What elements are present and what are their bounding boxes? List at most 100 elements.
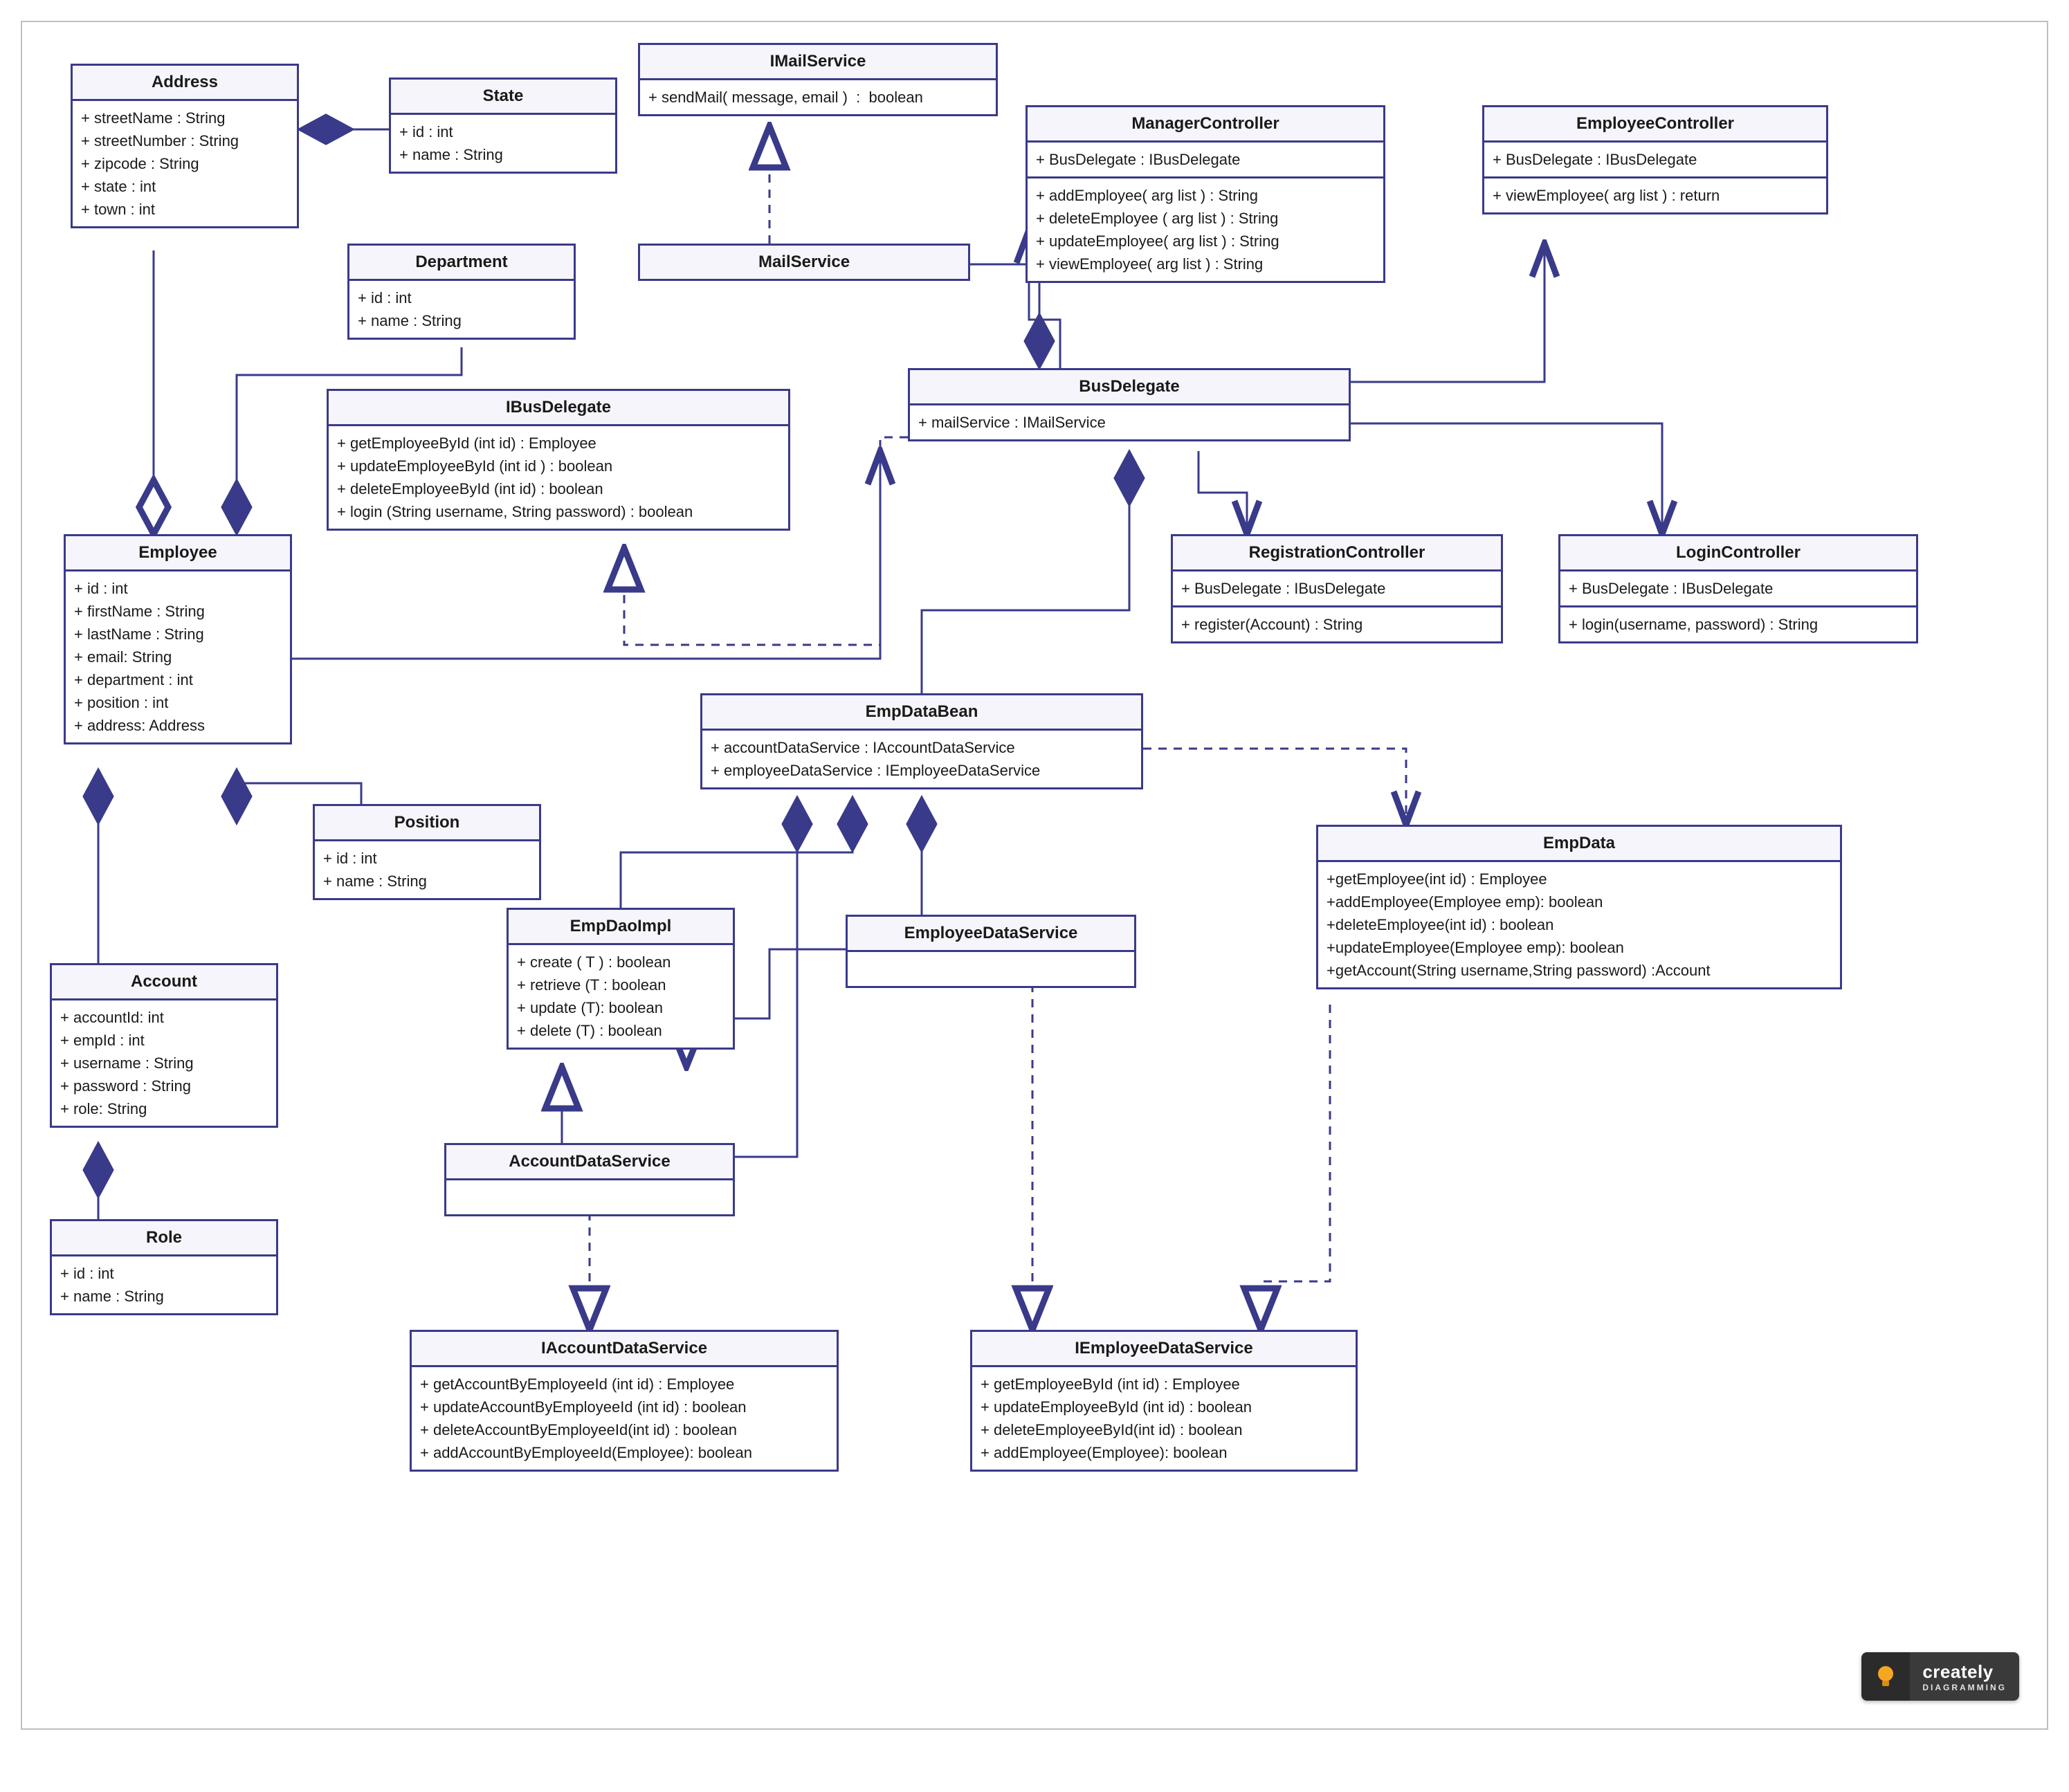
class-title: IMailService bbox=[640, 45, 996, 80]
class-member: + getAccountByEmployeeId (int id) : Empl… bbox=[420, 1373, 828, 1396]
class-member: + streetName : String bbox=[81, 107, 289, 129]
class-member: + login(username, password) : String bbox=[1569, 613, 1908, 636]
class-member: + updateEmployeeById (int id ) : boolean bbox=[337, 455, 780, 477]
class-busdelegate: BusDelegate + mailService : IMailService bbox=[908, 368, 1351, 441]
class-member: +addEmployee(Employee emp): boolean bbox=[1327, 890, 1832, 913]
class-member: + viewEmployee( arg list ) : return bbox=[1493, 184, 1818, 207]
class-member: + updateEmployeeById (int id) : boolean bbox=[981, 1396, 1347, 1418]
class-title: AccountDataService bbox=[446, 1145, 733, 1180]
class-section: +getEmployee(int id) : Employee+addEmplo… bbox=[1318, 862, 1840, 987]
class-member: + name : String bbox=[399, 143, 607, 166]
class-member: + accountDataService : IAccountDataServi… bbox=[711, 736, 1133, 759]
class-section: + getAccountByEmployeeId (int id) : Empl… bbox=[412, 1367, 837, 1470]
class-section bbox=[446, 1180, 733, 1214]
class-member: + sendMail( message, email ) : boolean bbox=[648, 86, 987, 109]
creately-logo: creately DIAGRAMMING bbox=[1861, 1652, 2019, 1701]
class-member: + addAccountByEmployeeId(Employee): bool… bbox=[420, 1441, 828, 1464]
class-section: + id : int+ name : String bbox=[315, 841, 539, 898]
class-member: + employeeDataService : IEmployeeDataSer… bbox=[711, 759, 1133, 782]
class-section: + id : int+ name : String bbox=[349, 281, 574, 338]
class-section: + getEmployeeById (int id) : Employee+ u… bbox=[972, 1367, 1356, 1470]
edge-composition bbox=[735, 797, 853, 1157]
class-title: EmployeeController bbox=[1484, 107, 1826, 143]
class-title: IEmployeeDataService bbox=[972, 1332, 1356, 1367]
class-member: + state : int bbox=[81, 175, 289, 198]
class-member bbox=[455, 1186, 724, 1209]
class-member: + deleteEmployeeById(int id) : boolean bbox=[981, 1418, 1347, 1441]
class-section: + sendMail( message, email ) : boolean bbox=[640, 80, 996, 114]
class-member: + id : int bbox=[399, 120, 607, 143]
class-section: + register(Account) : String bbox=[1173, 607, 1501, 641]
class-address: Address+ streetName : String+ streetNumb… bbox=[71, 64, 299, 228]
class-member: + getEmployeeById (int id) : Employee bbox=[337, 432, 780, 455]
class-section: + streetName : String+ streetNumber : St… bbox=[73, 101, 297, 226]
class-section: + BusDelegate : IBusDelegate bbox=[1028, 143, 1383, 179]
class-role: Role+ id : int+ name : String bbox=[50, 1219, 278, 1315]
class-ibusdelegate: IBusDelegate+ getEmployeeById (int id) :… bbox=[327, 389, 790, 531]
class-member: +deleteEmployee(int id) : boolean bbox=[1327, 913, 1832, 936]
class-employee: Employee+ id : int+ firstName : String+ … bbox=[64, 534, 292, 744]
class-member: + zipcode : String bbox=[81, 152, 289, 175]
class-section: + addEmployee( arg list ) : String+ dele… bbox=[1028, 179, 1383, 281]
class-member: + id : int bbox=[323, 847, 531, 870]
class-section: + mailService : IMailService bbox=[910, 405, 1349, 439]
class-member: + town : int bbox=[81, 198, 289, 221]
class-member: + register(Account) : String bbox=[1181, 613, 1493, 636]
class-member: + deleteAccountByEmployeeId(int id) : bo… bbox=[420, 1418, 828, 1441]
class-member: + BusDelegate : IBusDelegate bbox=[1036, 148, 1375, 171]
class-section: + BusDelegate : IBusDelegate bbox=[1484, 143, 1826, 179]
class-member: + name : String bbox=[323, 870, 531, 893]
class-position: Position+ id : int+ name : String bbox=[313, 804, 541, 900]
logo-text: creately bbox=[1922, 1661, 2007, 1683]
class-member: + update (T): boolean bbox=[517, 996, 724, 1019]
edge-assoc bbox=[1351, 423, 1662, 534]
class-member: + mailService : IMailService bbox=[918, 411, 1340, 434]
class-mailservice: MailService bbox=[638, 244, 970, 281]
class-section: + viewEmployee( arg list ) : return bbox=[1484, 179, 1826, 212]
class-member: + username : String bbox=[60, 1052, 268, 1075]
class-title: Position bbox=[315, 806, 539, 841]
class-accountdataservice: AccountDataService bbox=[444, 1143, 735, 1216]
class-section: + getEmployeeById (int id) : Employee+ u… bbox=[329, 426, 788, 529]
edge-composition bbox=[237, 769, 361, 804]
class-member: + id : int bbox=[60, 1262, 268, 1285]
class-member: + create ( T ) : boolean bbox=[517, 951, 724, 973]
class-member: + empId : int bbox=[60, 1029, 268, 1052]
class-title: RegistrationController bbox=[1173, 536, 1501, 572]
logo-bulb-icon bbox=[1861, 1652, 1910, 1701]
class-section: + accountId: int+ empId : int+ username … bbox=[52, 1000, 276, 1126]
class-iemployeedataservice: IEmployeeDataService+ getEmployeeById (i… bbox=[970, 1330, 1358, 1472]
class-member: + password : String bbox=[60, 1075, 268, 1097]
class-title: IAccountDataService bbox=[412, 1332, 837, 1367]
class-member: + role: String bbox=[60, 1097, 268, 1120]
class-section: + id : int+ firstName : String+ lastName… bbox=[66, 572, 290, 742]
edge-realization bbox=[1261, 1005, 1330, 1330]
class-member: +getEmployee(int id) : Employee bbox=[1327, 868, 1832, 890]
class-section: + id : int+ name : String bbox=[52, 1256, 276, 1313]
class-title: BusDelegate bbox=[910, 370, 1349, 405]
class-section: + create ( T ) : boolean+ retrieve (T : … bbox=[509, 945, 733, 1048]
class-member: + getEmployeeById (int id) : Employee bbox=[981, 1373, 1347, 1396]
class-logincontroller: LoginController+ BusDelegate : IBusDeleg… bbox=[1558, 534, 1918, 643]
class-title: Address bbox=[73, 66, 297, 101]
class-title: ManagerController bbox=[1028, 107, 1383, 143]
class-title: Account bbox=[52, 965, 276, 1000]
edge-dep bbox=[1143, 749, 1406, 825]
edge-composition bbox=[922, 451, 1129, 693]
edge-composition bbox=[621, 797, 797, 908]
class-member: + id : int bbox=[74, 577, 282, 600]
class-member: + retrieve (T : boolean bbox=[517, 973, 724, 996]
class-member: + name : String bbox=[60, 1285, 268, 1308]
class-member: +getAccount(String username,String passw… bbox=[1327, 959, 1832, 982]
class-member: + streetNumber : String bbox=[81, 129, 289, 152]
class-member: + BusDelegate : IBusDelegate bbox=[1181, 577, 1493, 600]
class-department: Department+ id : int+ name : String bbox=[347, 244, 576, 340]
class-title: Employee bbox=[66, 536, 290, 572]
edge-assoc bbox=[1198, 451, 1247, 534]
class-member: + deleteEmployeeById (int id) : boolean bbox=[337, 477, 780, 500]
class-member: + id : int bbox=[358, 286, 565, 309]
class-title: EmployeeDataService bbox=[848, 917, 1134, 952]
class-member: +updateEmployee(Employee emp): boolean bbox=[1327, 936, 1832, 959]
class-title: Role bbox=[52, 1221, 276, 1256]
class-section: + accountDataService : IAccountDataServi… bbox=[702, 731, 1141, 787]
